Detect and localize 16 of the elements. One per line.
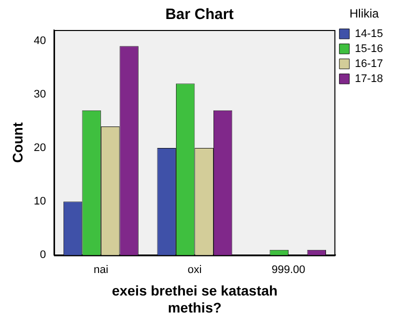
y-axis-title: Count [9,122,26,163]
y-tick-label: 10 [34,196,46,208]
x-tick-label: 999.00 [272,264,306,276]
chart-title: Bar Chart [165,6,234,24]
x-axis-title: exeis brethei se katastah methis? [112,282,278,316]
y-tick-label: 40 [34,34,46,47]
legend-label: 17-18 [354,72,384,85]
x-tick-label: nai [94,264,108,276]
y-tick-label: 20 [34,142,46,154]
legend-title: Hlikia [350,6,380,20]
x-tick-label: oxi [188,264,202,276]
y-tick-label: 0 [40,249,46,262]
legend-label: 16-17 [354,58,384,70]
y-tick-label: 30 [34,88,46,100]
legend-label: 15-16 [354,42,384,55]
legend-label: 14-15 [354,28,384,40]
